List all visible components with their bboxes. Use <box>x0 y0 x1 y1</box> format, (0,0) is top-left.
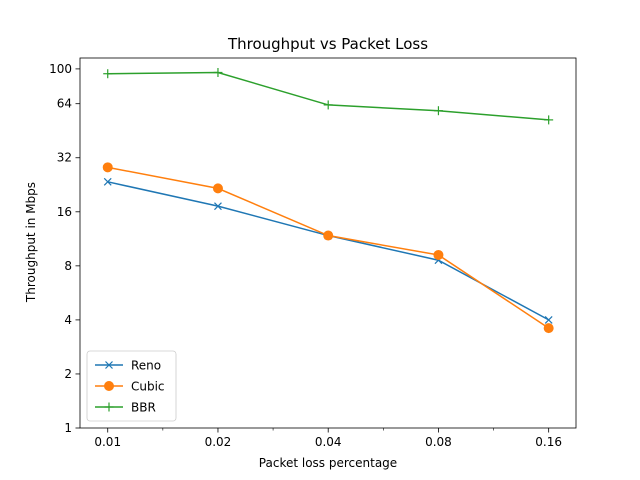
marker-x-stroke <box>544 315 553 324</box>
legend-marker <box>105 361 113 369</box>
y-axis-label: Throughput in Mbps <box>24 182 38 303</box>
series-line-reno <box>107 181 550 321</box>
marker-circle <box>543 323 554 334</box>
y-tick-label: 64 <box>57 97 72 111</box>
legend-label-bbr: BBR <box>131 401 156 415</box>
marker-x-stroke <box>103 177 112 186</box>
legend-marker <box>104 381 114 391</box>
y-tick-label: 4 <box>64 313 72 327</box>
x-tick-label: 0.02 <box>205 435 232 449</box>
y-tick-label: 1 <box>64 421 72 435</box>
x-axis-label: Packet loss percentage <box>259 456 397 470</box>
data-point-bbr <box>323 100 333 110</box>
legend: Reno Cubic BBR <box>86 350 177 422</box>
legend-label-cubic: Cubic <box>131 380 165 394</box>
data-point-bbr <box>103 69 113 79</box>
chart-title: Throughput vs Packet Loss <box>227 35 428 53</box>
marker-x-stroke <box>214 202 222 211</box>
data-point-reno <box>544 315 553 324</box>
data-point-cubic <box>212 183 223 194</box>
y-tick-label: 16 <box>57 205 72 219</box>
data-point-cubic <box>543 323 554 334</box>
data-point-reno <box>103 177 112 186</box>
data-point-cubic <box>433 249 444 260</box>
x-tick-label: 0.04 <box>315 435 342 449</box>
marker-x-stroke <box>105 361 113 369</box>
x-tick-label: 0.01 <box>94 435 121 449</box>
legend-marker <box>104 402 114 412</box>
data-point-bbr <box>213 67 223 77</box>
marker-circle <box>323 230 334 241</box>
data-point-cubic <box>323 230 334 241</box>
legend-item-cubic: Cubic <box>95 380 165 394</box>
data-point-reno <box>214 202 222 211</box>
series-line-bbr <box>107 71 549 121</box>
x-tick-label: 0.08 <box>425 435 452 449</box>
x-tick-label: 0.16 <box>535 435 562 449</box>
marker-circle <box>212 183 223 194</box>
marker-circle <box>433 249 444 260</box>
y-tick-label: 8 <box>64 259 72 273</box>
legend-item-reno: Reno <box>95 359 161 373</box>
marker-circle <box>102 162 113 173</box>
y-tick-label: 100 <box>49 62 72 76</box>
series-line-cubic <box>107 166 550 329</box>
y-tick-label: 32 <box>57 151 72 165</box>
data-point-bbr <box>433 106 443 116</box>
legend-label-reno: Reno <box>131 359 161 373</box>
y-tick-label: 2 <box>64 367 72 381</box>
data-point-cubic <box>102 162 113 173</box>
data-point-bbr <box>544 115 554 125</box>
marker-circle <box>104 381 114 391</box>
legend-item-bbr: BBR <box>95 401 156 415</box>
